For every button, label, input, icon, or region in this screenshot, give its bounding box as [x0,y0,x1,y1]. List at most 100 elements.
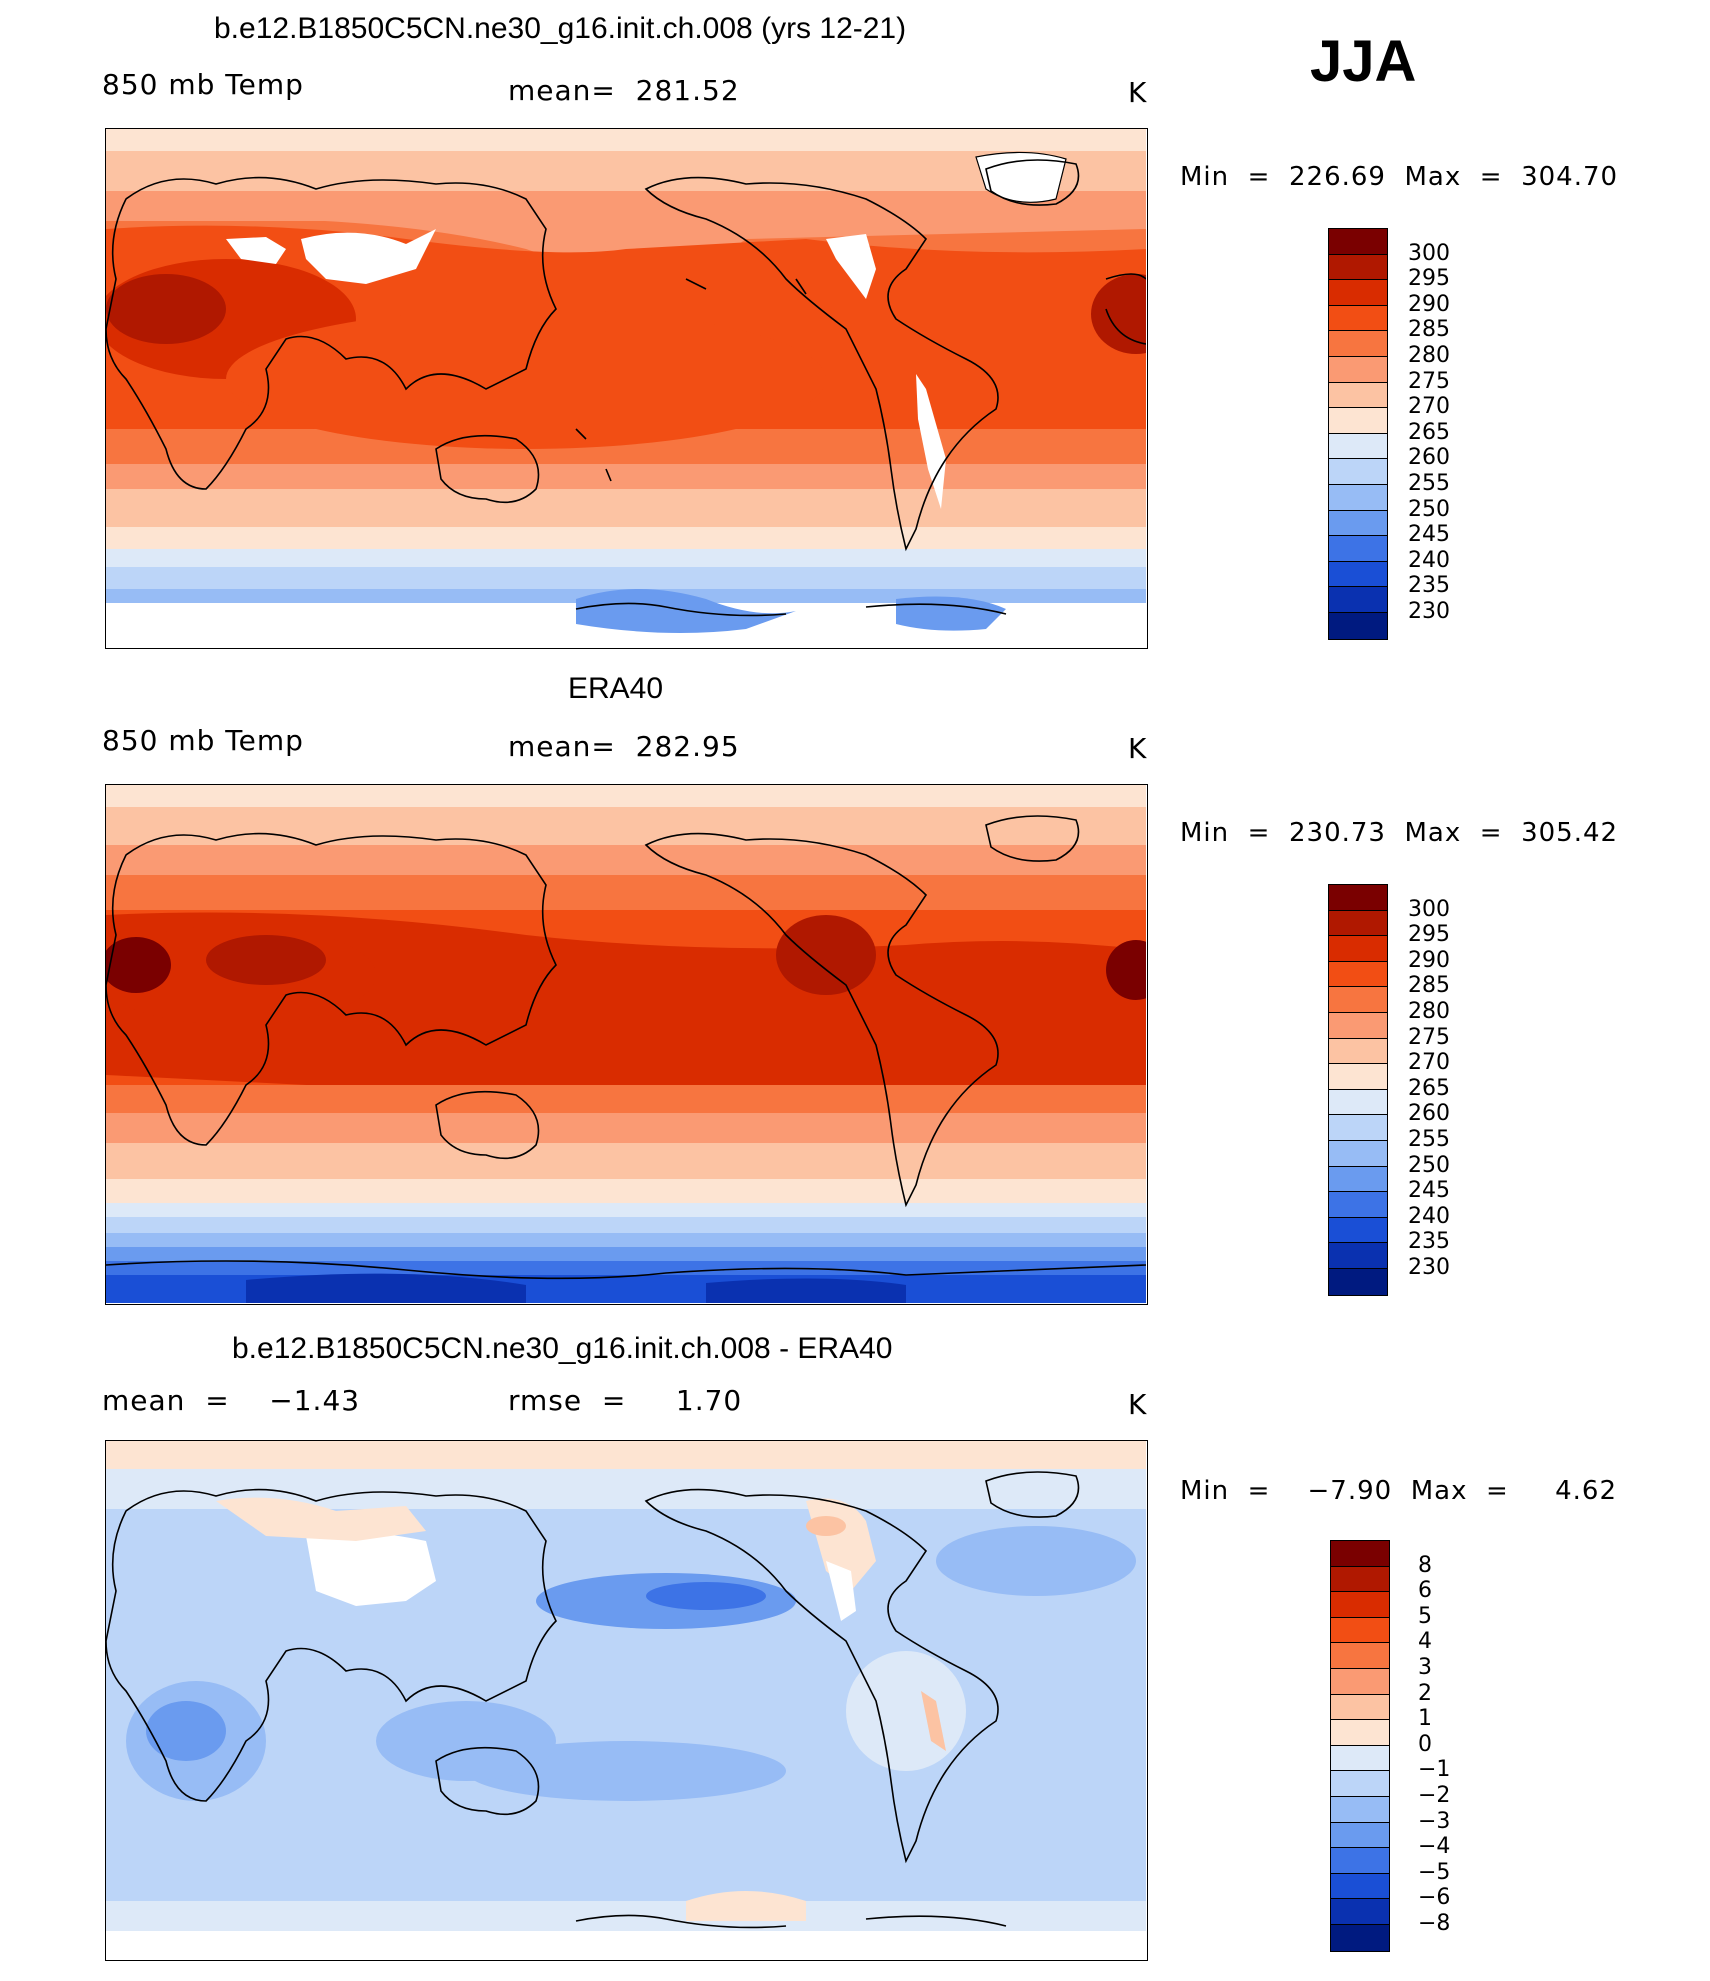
colorbar-swatch [1331,1873,1389,1900]
colorbar-tick-label: 280 [1408,999,1450,1024]
colorbar-tick-label: 295 [1408,266,1450,292]
colorbar-tick-label: 6 [1418,1578,1432,1604]
colorbar-swatch [1329,356,1387,383]
colorbar-tick-label: 245 [1408,522,1450,548]
colorbar-swatch [1329,1089,1387,1116]
season-label: JJA [1310,29,1417,94]
colorbar-tick-label: 260 [1408,445,1450,471]
colorbar-tick-label: −6 [1418,1885,1451,1911]
colorbar-swatch [1329,254,1387,281]
panel2-unit: K [1128,732,1148,765]
colorbar-swatch [1331,1566,1389,1593]
colorbar-tick-label: −2 [1418,1783,1451,1808]
panel1-coastlines [106,159,1146,617]
colorbar-swatch [1331,1694,1389,1721]
panel3-coastlines [106,1471,1080,1929]
colorbar-swatch [1331,1617,1389,1644]
panel2-mean-label: mean= 282.95 [508,730,740,763]
colorbar-tick-label: 285 [1408,973,1450,999]
colorbar-swatch [1331,1771,1389,1797]
colorbar-swatch [1329,408,1387,434]
colorbar-swatch [1329,1012,1387,1039]
colorbar-swatch [1329,587,1387,613]
colorbar-tick-label: 230 [1408,1255,1450,1280]
colorbar-swatch [1329,1140,1387,1167]
colorbar-swatch [1331,1924,1389,1951]
colorbar-swatch [1331,1796,1389,1823]
colorbar-swatch [1329,1064,1387,1090]
colorbar-swatch [1329,1268,1387,1295]
colorbar-swatch [1329,229,1387,255]
panel3-left-label: mean = −1.43 [102,1384,361,1417]
colorbar-swatch [1329,1192,1387,1218]
colorbar-swatch [1329,510,1387,537]
colorbar-swatch [1329,280,1387,306]
colorbar-tick-label: 270 [1408,394,1450,420]
colorbar-swatch [1331,1643,1389,1669]
colorbar-tick-label: 240 [1408,1203,1450,1229]
panel1-minmax: Min = 226.69 Max = 304.70 [1180,162,1619,192]
colorbar-tick-label: 275 [1408,1024,1450,1050]
colorbar-swatch [1331,1592,1389,1618]
colorbar-tick-label: 2 [1418,1680,1432,1706]
colorbar-tick-label: 250 [1408,496,1450,522]
colorbar-swatch [1329,1166,1387,1193]
colorbar-swatch [1329,433,1387,460]
colorbar-swatch [1329,1243,1387,1269]
colorbar-tick-label: 255 [1408,1127,1450,1152]
colorbar-swatch [1329,459,1387,485]
panel1-unit: K [1128,76,1148,109]
colorbar-tick-label: 230 [1408,599,1450,624]
colorbar-swatch [1329,885,1387,911]
colorbar-swatch [1331,1899,1389,1925]
colorbar-tick-label: 300 [1408,896,1450,922]
panel2-colorbar [1328,884,1388,1296]
colorbar-swatch [1329,382,1387,409]
panel2-title: ERA40 [568,672,664,705]
colorbar-tick-label: 290 [1408,291,1450,317]
colorbar-tick-label: 245 [1408,1178,1450,1204]
panel1-left-label: 850 mb Temp [102,68,304,101]
colorbar-tick-label: 290 [1408,947,1450,973]
colorbar-tick-label: 4 [1418,1629,1432,1655]
colorbar-swatch [1331,1822,1389,1849]
colorbar-swatch [1331,1720,1389,1746]
colorbar-tick-label: 240 [1408,547,1450,573]
colorbar-tick-label: 1 [1418,1706,1432,1732]
colorbar-swatch [1331,1848,1389,1874]
colorbar-tick-label: 235 [1408,1229,1450,1255]
colorbar-tick-label: −3 [1418,1808,1451,1834]
colorbar-tick-label: 265 [1408,419,1450,445]
panel3-minmax: Min = −7.90 Max = 4.62 [1180,1476,1617,1506]
colorbar-tick-label: −4 [1418,1834,1451,1860]
colorbar-swatch [1331,1541,1389,1567]
panel1-map-svg [106,129,1146,647]
panel3-map [105,1440,1148,1961]
colorbar-tick-label: 285 [1408,317,1450,343]
colorbar-tick-label: 300 [1408,240,1450,266]
colorbar-tick-label: 295 [1408,922,1450,948]
colorbar-swatch [1329,961,1387,988]
colorbar-swatch [1329,987,1387,1013]
panel3-map-svg [106,1441,1146,1959]
colorbar-tick-label: 260 [1408,1101,1450,1127]
colorbar-swatch [1329,536,1387,562]
panel1-map [105,128,1148,649]
panel1-colorbar [1328,228,1388,640]
colorbar-tick-label: 250 [1408,1152,1450,1178]
colorbar-tick-label: 255 [1408,471,1450,496]
colorbar-swatch [1329,910,1387,937]
panel1-title: b.e12.B1850C5CN.ne30_g16.init.ch.008 (yr… [214,12,907,45]
colorbar-swatch [1329,484,1387,511]
panel2-map [105,784,1148,1305]
colorbar-tick-label: 275 [1408,368,1450,394]
colorbar-swatch [1331,1668,1389,1695]
colorbar-tick-label: −1 [1418,1757,1451,1783]
colorbar-swatch [1329,305,1387,332]
panel3-title: b.e12.B1850C5CN.ne30_g16.init.ch.008 - E… [232,1332,893,1365]
colorbar-tick-label: 235 [1408,573,1450,599]
colorbar-tick-label: −5 [1418,1859,1451,1885]
panel3-unit: K [1128,1388,1148,1421]
colorbar-tick-label: 3 [1418,1655,1432,1680]
colorbar-tick-label: 280 [1408,343,1450,368]
